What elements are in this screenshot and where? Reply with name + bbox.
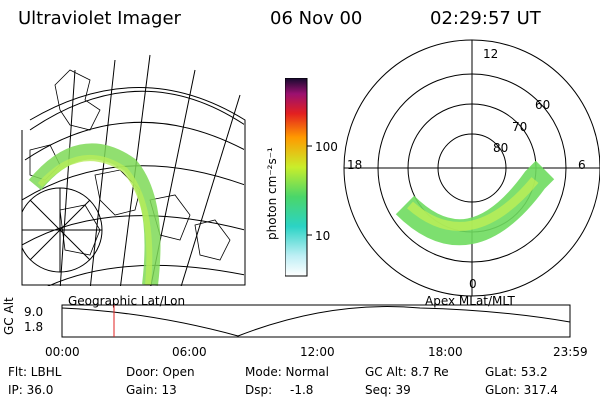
timeline-xtick-4: 23:59 — [553, 345, 588, 359]
timeline-ytick-9: 9.0 — [24, 305, 44, 319]
lat-label-80: 80 — [493, 141, 509, 155]
app-title: Ultraviolet Imager — [18, 8, 181, 29]
gain-label: Gain: 13 — [126, 383, 177, 397]
mlt-label-right: 6 — [578, 158, 586, 172]
dsp-label: Dsp: — [245, 383, 273, 397]
date-label: 06 Nov 00 — [270, 8, 363, 29]
filter-label: Flt: LBHL — [8, 365, 62, 379]
lat-label-70: 70 — [512, 120, 528, 134]
timeline-xtick-0: 00:00 — [45, 345, 80, 359]
door-label: Door: Open — [126, 365, 195, 379]
timeline-ytick-1-8: 1.8 — [24, 320, 44, 334]
colorbar — [285, 78, 312, 277]
glat-label: GLat: 53.2 — [485, 365, 548, 379]
timeline-xtick-1: 06:00 — [172, 345, 207, 359]
aurora-oval-polar — [395, 160, 555, 246]
mlt-label-bottom: 0 — [469, 277, 477, 291]
mlt-label-left: 18 — [347, 158, 363, 172]
lat-label-60: 60 — [535, 98, 551, 112]
timeline-xtick-2: 12:00 — [300, 345, 335, 359]
aurora-oval-geo — [28, 143, 161, 286]
dsp-value: -1.8 — [290, 383, 314, 397]
colorbar-tick-10: 10 — [315, 229, 331, 243]
mode-label: Mode: Normal — [245, 365, 329, 379]
seq-label: Seq: 39 — [365, 383, 411, 397]
gc-alt-label: GC Alt: 8.7 Re — [365, 365, 449, 379]
glon-label: GLon: 317.4 — [485, 383, 558, 397]
ip-label: IP: 36.0 — [8, 383, 54, 397]
time-label: 02:29:57 UT — [430, 8, 541, 29]
timeline-xtick-3: 18:00 — [428, 345, 463, 359]
colorbar-tick-100: 100 — [315, 140, 338, 154]
mlt-label-top: 12 — [483, 47, 499, 61]
